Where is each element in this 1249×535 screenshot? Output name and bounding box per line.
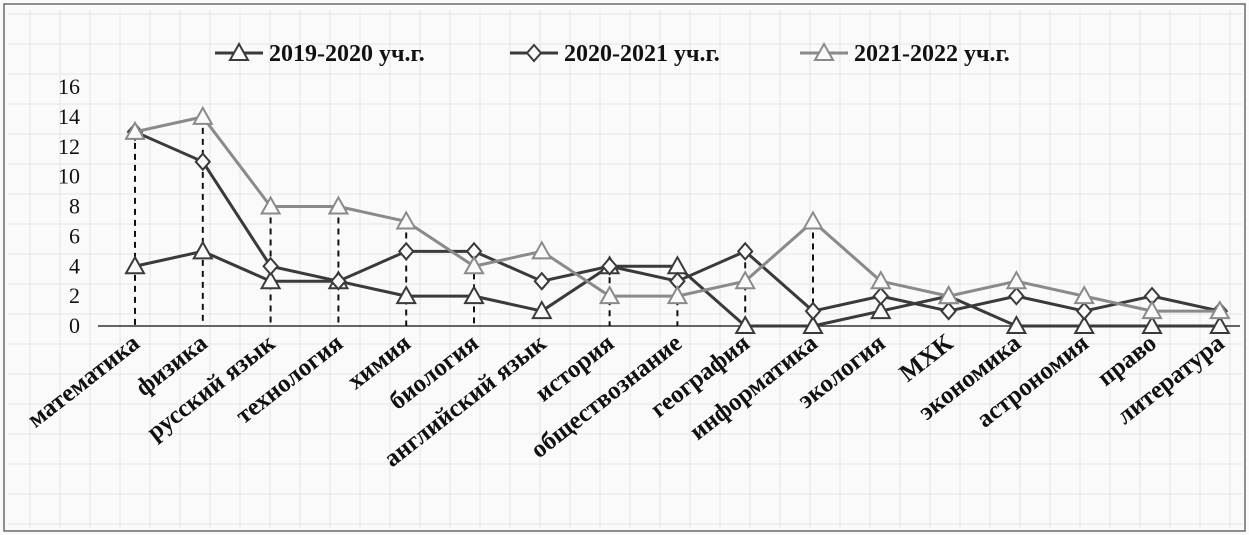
series-group bbox=[124, 105, 1231, 334]
y-tick-label: 12 bbox=[58, 134, 80, 159]
data-point bbox=[1005, 314, 1028, 334]
y-tick-label: 16 bbox=[58, 74, 80, 99]
data-point bbox=[870, 300, 892, 320]
data-point bbox=[330, 271, 347, 291]
legend-marker bbox=[525, 43, 543, 63]
data-point bbox=[802, 314, 824, 334]
y-tick-label: 4 bbox=[69, 253, 80, 278]
data-point bbox=[734, 270, 756, 290]
series-3 bbox=[124, 105, 1231, 320]
data-point bbox=[872, 286, 890, 306]
legend-label: 2019-2020 уч.г. bbox=[269, 41, 425, 67]
data-point bbox=[259, 195, 282, 215]
data-point bbox=[870, 270, 892, 290]
data-point bbox=[259, 270, 282, 290]
data-point bbox=[192, 105, 214, 125]
data-point bbox=[531, 240, 553, 260]
data-point bbox=[1075, 301, 1093, 321]
data-point bbox=[327, 195, 350, 215]
y-tick-label: 2 bbox=[69, 283, 80, 308]
data-point bbox=[533, 271, 551, 291]
data-point bbox=[1073, 285, 1095, 305]
data-point bbox=[940, 301, 957, 321]
data-point bbox=[1005, 270, 1028, 290]
data-point bbox=[192, 240, 214, 260]
data-point bbox=[194, 152, 212, 172]
legend-item-3: 2021-2022 уч.г. bbox=[800, 41, 1010, 67]
y-axis-ticks: 0 2 4 6 8 10 12 14 16 bbox=[58, 74, 80, 338]
data-point bbox=[124, 120, 146, 140]
legend-label: 2020-2021 уч.г. bbox=[564, 41, 720, 67]
data-point bbox=[1141, 300, 1163, 320]
legend-label: 2021-2022 уч.г. bbox=[854, 41, 1010, 67]
data-point bbox=[1209, 300, 1231, 320]
legend-marker bbox=[813, 41, 835, 61]
data-point bbox=[1008, 286, 1025, 306]
data-point bbox=[802, 210, 824, 230]
data-point bbox=[598, 285, 621, 305]
data-point bbox=[463, 255, 485, 275]
data-point bbox=[262, 256, 279, 276]
data-point bbox=[736, 241, 754, 261]
legend: 2019-2020 уч.г. 2020-2021 уч.г. 2021-2022 … bbox=[215, 41, 1010, 67]
data-point bbox=[395, 285, 417, 305]
data-point bbox=[124, 255, 146, 275]
data-point bbox=[666, 285, 689, 305]
data-point bbox=[395, 210, 417, 230]
data-point bbox=[601, 256, 618, 276]
data-point bbox=[463, 285, 485, 305]
data-point bbox=[804, 301, 822, 321]
legend-item-1: 2019-2020 уч.г. bbox=[215, 41, 425, 67]
data-point bbox=[937, 285, 960, 305]
data-point bbox=[1141, 314, 1163, 334]
y-tick-label: 10 bbox=[58, 164, 80, 189]
y-tick-label: 14 bbox=[58, 104, 80, 129]
data-point bbox=[531, 300, 553, 320]
legend-item-2: 2020-2021 уч.г. bbox=[510, 41, 720, 67]
data-point bbox=[1073, 314, 1095, 334]
y-tick-label: 8 bbox=[69, 194, 80, 219]
legend-marker bbox=[228, 41, 250, 61]
y-tick-label: 6 bbox=[69, 223, 80, 248]
data-point bbox=[734, 314, 756, 334]
y-tick-label: 0 bbox=[69, 313, 80, 338]
data-point bbox=[397, 241, 415, 261]
data-point bbox=[1209, 314, 1231, 334]
